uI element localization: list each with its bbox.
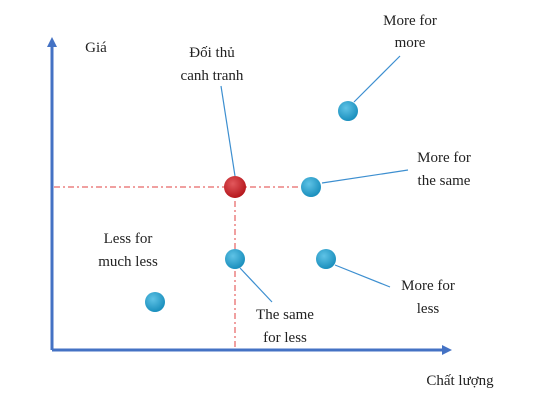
- x-axis-label: Chất lượng: [426, 373, 494, 389]
- node-label: more: [395, 35, 426, 51]
- node-label: canh tranh: [181, 68, 244, 84]
- connector: [353, 55, 401, 103]
- node-label: More for: [417, 150, 471, 166]
- node-label: More for: [383, 13, 437, 29]
- node-label: More for: [401, 278, 455, 294]
- competitor-dot: [224, 176, 246, 198]
- position-dot: [338, 101, 358, 121]
- position-dot: [225, 249, 245, 269]
- connector: [220, 85, 236, 177]
- node-label: less: [417, 301, 440, 317]
- position-dot: [145, 292, 165, 312]
- position-dot: [316, 249, 336, 269]
- connector: [239, 267, 273, 303]
- connector: [334, 264, 391, 288]
- position-dot: [301, 177, 321, 197]
- connector: [321, 169, 409, 184]
- node-label: Less for: [104, 231, 153, 247]
- y-axis-label: Giá: [85, 40, 107, 56]
- node-label: much less: [98, 254, 158, 270]
- node-label: The same: [256, 307, 314, 323]
- node-label: Đối thủ: [189, 45, 235, 61]
- node-label: for less: [263, 330, 307, 346]
- node-label: the same: [418, 173, 471, 189]
